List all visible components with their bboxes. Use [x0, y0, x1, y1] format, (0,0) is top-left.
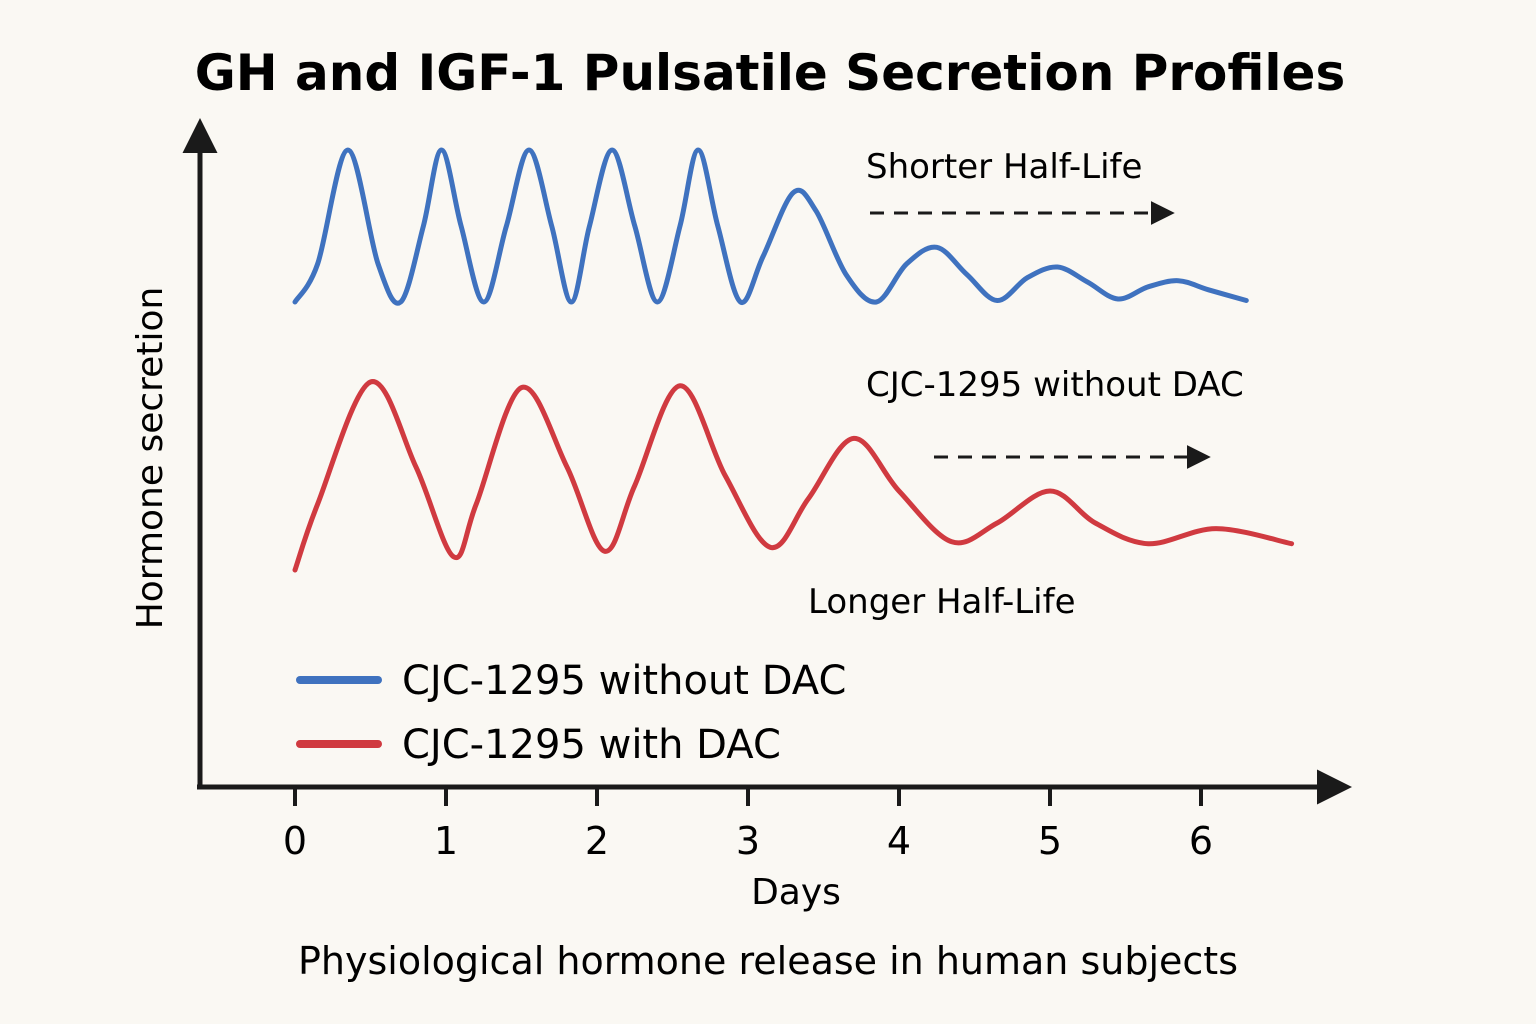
axes: [182, 118, 1352, 805]
annotation-shorter-half-life: Shorter Half-Life: [866, 147, 1175, 225]
x-axis-label: Days: [751, 872, 841, 913]
x-tick-label-5: 5: [1038, 819, 1062, 863]
series-line-with-dac: [292, 379, 1295, 573]
series-line-without-dac: [292, 147, 1249, 306]
x-ticks: 0 1 2 3 4 5 6: [283, 787, 1213, 863]
x-tick-label-4: 4: [887, 819, 911, 863]
x-tick-label-6: 6: [1189, 819, 1213, 863]
annotation-without-dac: CJC-1295 without DAC: [866, 365, 1244, 469]
x-tick-label-0: 0: [283, 819, 307, 863]
chart-subtitle: Physiological hormone release in human s…: [298, 939, 1238, 983]
y-axis-label: Hormone secretion: [130, 287, 171, 630]
annotation-text-shorter: Shorter Half-Life: [866, 147, 1142, 187]
legend-label-without-dac: CJC-1295 without DAC: [402, 658, 846, 704]
chart-title: GH and IGF-1 Pulsatile Secretion Profile…: [195, 44, 1345, 102]
annotation-text-without-dac: CJC-1295 without DAC: [866, 365, 1244, 405]
annotation-text-longer: Longer Half-Life: [808, 582, 1075, 622]
x-tick-label-2: 2: [585, 819, 609, 863]
legend-item-without-dac: CJC-1295 without DAC: [296, 658, 846, 704]
legend-item-with-dac: CJC-1295 with DAC: [296, 722, 781, 768]
legend: CJC-1295 without DAC CJC-1295 with DAC: [296, 658, 846, 768]
x-tick-label-1: 1: [434, 819, 458, 863]
x-tick-label-3: 3: [736, 819, 760, 863]
series-layer: [292, 147, 1295, 573]
legend-label-with-dac: CJC-1295 with DAC: [402, 722, 781, 768]
